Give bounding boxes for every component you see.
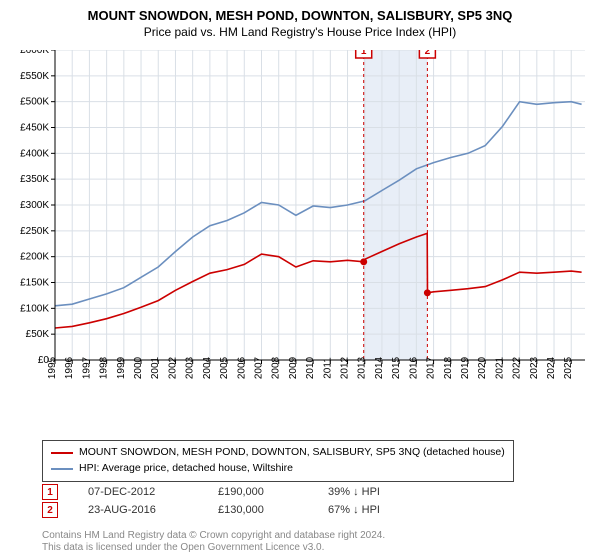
legend-item: MOUNT SNOWDON, MESH POND, DOWNTON, SALIS…	[51, 445, 505, 461]
svg-text:2008: 2008	[271, 356, 282, 379]
legend: MOUNT SNOWDON, MESH POND, DOWNTON, SALIS…	[42, 440, 514, 482]
svg-text:2014: 2014	[374, 356, 385, 379]
sale-price: £190,000	[218, 486, 298, 498]
svg-text:2016: 2016	[408, 356, 419, 379]
svg-text:2007: 2007	[253, 356, 264, 379]
sale-date: 07-DEC-2012	[88, 486, 188, 498]
sales-table: 1 07-DEC-2012 £190,000 39% ↓ HPI 2 23-AU…	[42, 482, 418, 518]
svg-text:2020: 2020	[477, 356, 488, 379]
svg-text:£250K: £250K	[20, 226, 49, 237]
svg-text:£500K: £500K	[20, 97, 49, 108]
legend-label: HPI: Average price, detached house, Wilt…	[79, 461, 293, 477]
sale-date: 23-AUG-2016	[88, 504, 188, 516]
legend-item: HPI: Average price, detached house, Wilt…	[51, 461, 505, 477]
footer-attribution: Contains HM Land Registry data © Crown c…	[42, 530, 385, 554]
svg-text:£150K: £150K	[20, 278, 49, 289]
sale-price: £130,000	[218, 504, 298, 516]
svg-text:2010: 2010	[305, 356, 316, 379]
table-row: 1 07-DEC-2012 £190,000 39% ↓ HPI	[42, 484, 418, 500]
svg-text:2006: 2006	[236, 356, 247, 379]
svg-text:£50K: £50K	[26, 329, 50, 340]
svg-text:£300K: £300K	[20, 200, 49, 211]
svg-text:1998: 1998	[99, 356, 110, 379]
svg-text:2003: 2003	[185, 356, 196, 379]
svg-text:2013: 2013	[357, 356, 368, 379]
svg-text:2015: 2015	[391, 356, 402, 379]
svg-text:2022: 2022	[512, 356, 523, 379]
legend-label: MOUNT SNOWDON, MESH POND, DOWNTON, SALIS…	[79, 445, 505, 461]
svg-text:£450K: £450K	[20, 123, 49, 134]
svg-text:2024: 2024	[546, 356, 557, 379]
svg-text:2018: 2018	[443, 356, 454, 379]
svg-text:2002: 2002	[167, 356, 178, 379]
svg-text:1997: 1997	[81, 356, 92, 379]
svg-text:2001: 2001	[150, 356, 161, 379]
svg-text:£400K: £400K	[20, 148, 49, 159]
table-row: 2 23-AUG-2016 £130,000 67% ↓ HPI	[42, 502, 418, 518]
svg-text:2017: 2017	[426, 356, 437, 379]
chart-subtitle: Price paid vs. HM Land Registry's House …	[0, 25, 600, 39]
svg-text:£550K: £550K	[20, 71, 49, 82]
svg-text:1999: 1999	[116, 356, 127, 379]
line-chart: 12£0£50K£100K£150K£200K£250K£300K£350K£4…	[0, 50, 600, 400]
svg-text:1996: 1996	[64, 356, 75, 379]
sale-diff: 39% ↓ HPI	[328, 486, 418, 498]
svg-text:2000: 2000	[133, 356, 144, 379]
svg-text:2021: 2021	[494, 356, 505, 379]
svg-text:1995: 1995	[47, 356, 58, 379]
svg-text:1: 1	[361, 50, 367, 57]
svg-text:£600K: £600K	[20, 50, 49, 56]
svg-text:£100K: £100K	[20, 303, 49, 314]
svg-text:2011: 2011	[322, 357, 333, 379]
svg-text:£350K: £350K	[20, 174, 49, 185]
svg-text:2012: 2012	[340, 356, 351, 379]
chart-area: 12£0£50K£100K£150K£200K£250K£300K£350K£4…	[0, 50, 600, 400]
svg-text:2019: 2019	[460, 356, 471, 379]
sale-marker-badge: 1	[42, 484, 58, 500]
svg-text:2009: 2009	[288, 356, 299, 379]
sale-diff: 67% ↓ HPI	[328, 504, 418, 516]
chart-title: MOUNT SNOWDON, MESH POND, DOWNTON, SALIS…	[0, 8, 600, 23]
svg-text:2005: 2005	[219, 356, 230, 379]
svg-text:2023: 2023	[529, 356, 540, 379]
svg-text:2004: 2004	[202, 356, 213, 379]
svg-text:2: 2	[425, 50, 431, 57]
svg-text:2025: 2025	[563, 356, 574, 379]
sale-marker-badge: 2	[42, 502, 58, 518]
svg-text:£200K: £200K	[20, 252, 49, 263]
